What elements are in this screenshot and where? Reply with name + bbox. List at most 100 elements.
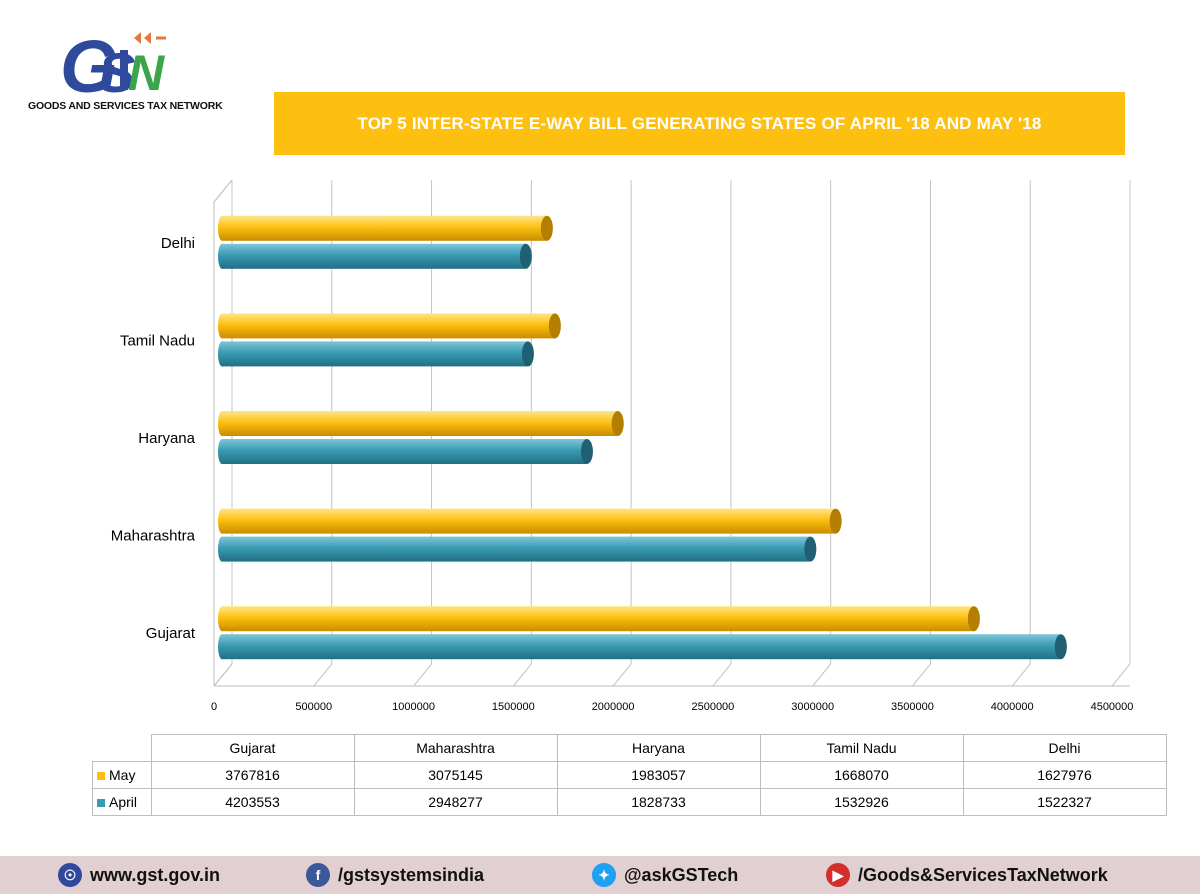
youtube-icon: ▶ bbox=[826, 863, 850, 887]
table-cell: 1668070 bbox=[759, 761, 964, 789]
facebook-link[interactable]: /gstsystemsindia bbox=[338, 864, 485, 885]
table-row: May 3767816 3075145 1983057 1668070 1627… bbox=[92, 761, 1167, 789]
chart-labels: 0 500000 1000000 1500000 2000000 2500000 30000… bbox=[111, 235, 1134, 713]
bar-may bbox=[218, 313, 561, 339]
youtube-link[interactable]: /Goods&ServicesTaxNetwork bbox=[858, 864, 1108, 885]
bar-cap bbox=[540, 215, 553, 241]
y-category-label: Delhi bbox=[161, 235, 195, 252]
bar-cap bbox=[1054, 634, 1067, 660]
footer-website[interactable]: ☉ www.gst.gov.in bbox=[58, 863, 220, 887]
bar-body bbox=[222, 606, 974, 632]
bar-start bbox=[218, 411, 226, 436]
footer-youtube[interactable]: ▶ /Goods&ServicesTaxNetwork bbox=[826, 863, 1108, 887]
x-tick-label: 4500000 bbox=[1091, 701, 1134, 713]
table-cell: 3075145 bbox=[353, 761, 558, 789]
chart-bars bbox=[218, 215, 1067, 660]
gridline-floor bbox=[712, 663, 732, 687]
y-category-label: Gujarat bbox=[146, 625, 196, 642]
gridline-floor bbox=[213, 663, 233, 687]
legend-april: April bbox=[92, 788, 152, 816]
gridline-floor bbox=[912, 663, 931, 687]
table-header: Tamil Nadu bbox=[759, 734, 964, 762]
bar-april bbox=[218, 243, 532, 269]
table-header: Haryana bbox=[556, 734, 761, 762]
table-cell: 1983057 bbox=[556, 761, 761, 789]
x-tick-label: 1000000 bbox=[392, 701, 435, 713]
bar-cap bbox=[967, 606, 980, 632]
bar-body bbox=[222, 313, 555, 339]
x-tick-label: 4000000 bbox=[991, 701, 1034, 713]
bar-start bbox=[218, 341, 226, 367]
bar-start bbox=[218, 313, 226, 339]
bar-may bbox=[218, 411, 624, 436]
bar-april bbox=[218, 341, 534, 367]
bar-start bbox=[218, 508, 226, 534]
bar-body bbox=[222, 634, 1061, 660]
twitter-link[interactable]: @askGSTech bbox=[624, 864, 739, 885]
x-tick-label: 2500000 bbox=[691, 701, 734, 713]
bar-body bbox=[222, 536, 811, 562]
svg-text:S: S bbox=[98, 41, 135, 102]
bar-april bbox=[218, 536, 817, 562]
website-link[interactable]: www.gst.gov.in bbox=[90, 864, 220, 885]
footer-facebook[interactable]: f /gstsystemsindia bbox=[306, 863, 484, 887]
globe-icon: ☉ bbox=[58, 863, 82, 887]
footer-twitter[interactable]: ✦ @askGSTech bbox=[592, 863, 738, 887]
x-tick-label: 0 bbox=[211, 701, 217, 713]
bar-cap bbox=[521, 341, 534, 367]
bar-start bbox=[218, 536, 226, 562]
april-swatch bbox=[97, 799, 105, 808]
bar-body bbox=[222, 508, 836, 534]
y-category-label: Maharashtra bbox=[111, 528, 196, 545]
bar-cap bbox=[611, 411, 624, 436]
bar-april bbox=[218, 439, 593, 464]
table-cell: 1522327 bbox=[962, 788, 1167, 816]
gridline-floor bbox=[512, 663, 532, 687]
table-cell: 4203553 bbox=[150, 788, 355, 816]
may-swatch bbox=[97, 772, 105, 781]
row-label: May bbox=[109, 767, 136, 783]
bar-body bbox=[222, 215, 547, 241]
bar-body bbox=[222, 411, 618, 436]
table-corner bbox=[93, 735, 152, 762]
bar-body bbox=[222, 341, 528, 367]
gridline-floor bbox=[413, 663, 432, 687]
gstn-logo: G S N bbox=[28, 22, 228, 117]
bar-cap bbox=[519, 243, 532, 269]
table-header: Gujarat bbox=[150, 734, 355, 762]
bar-may bbox=[218, 215, 553, 241]
y-category-label: Tamil Nadu bbox=[120, 332, 195, 349]
facebook-icon: f bbox=[306, 863, 330, 887]
row-label: April bbox=[109, 794, 138, 810]
table-header-row: Gujarat Maharashtra Haryana Tamil Nadu D… bbox=[93, 734, 1167, 762]
twitter-icon: ✦ bbox=[592, 863, 616, 887]
gridline-floor bbox=[812, 663, 832, 687]
bar-cap bbox=[580, 439, 593, 464]
svg-text:G: G bbox=[60, 25, 118, 102]
gridline-floor bbox=[313, 663, 333, 687]
x-tick-label: 2000000 bbox=[592, 701, 635, 713]
bar-start bbox=[218, 243, 226, 269]
gridline-floor bbox=[1011, 663, 1031, 687]
gridline-floor bbox=[612, 663, 632, 687]
x-tick-label: 500000 bbox=[295, 701, 332, 713]
x-tick-label: 3000000 bbox=[791, 701, 834, 713]
table-header: Delhi bbox=[962, 734, 1167, 762]
svg-text:N: N bbox=[128, 45, 165, 101]
table-cell: 2948277 bbox=[353, 788, 558, 816]
table-cell: 1828733 bbox=[556, 788, 761, 816]
bar-start bbox=[218, 634, 226, 660]
table-cell: 1532926 bbox=[759, 788, 964, 816]
chart-title: TOP 5 INTER-STATE E-WAY BILL GENERATING … bbox=[357, 113, 1042, 133]
x-tick-label: 3500000 bbox=[891, 701, 934, 713]
table-row: April 4203553 2948277 1828733 1532926 15… bbox=[92, 788, 1167, 816]
bar-start bbox=[218, 215, 226, 241]
bar-start bbox=[218, 606, 226, 632]
x-tick-label: 1500000 bbox=[492, 701, 535, 713]
bar-body bbox=[222, 243, 526, 269]
bar-body bbox=[222, 439, 587, 464]
logo-subtitle: GOODS AND SERVICES TAX NETWORK bbox=[28, 100, 223, 112]
table-cell: 1627976 bbox=[962, 761, 1167, 789]
gridline-floor bbox=[1111, 663, 1131, 687]
table-cell: 3767816 bbox=[150, 761, 355, 789]
